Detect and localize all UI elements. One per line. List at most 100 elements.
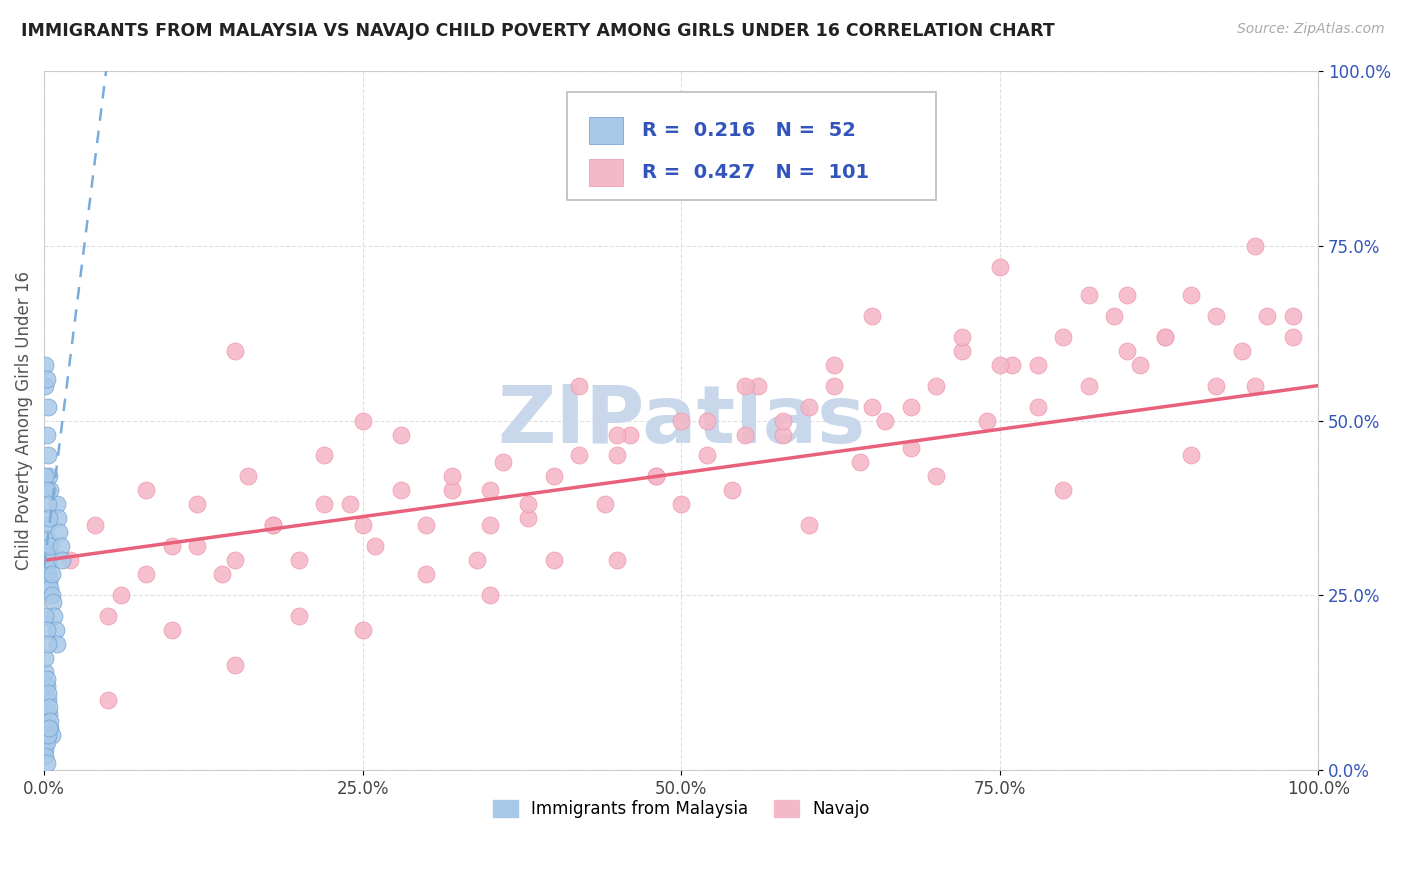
Text: IMMIGRANTS FROM MALAYSIA VS NAVAJO CHILD POVERTY AMONG GIRLS UNDER 16 CORRELATIO: IMMIGRANTS FROM MALAYSIA VS NAVAJO CHILD…	[21, 22, 1054, 40]
Point	[517, 511, 540, 525]
Point	[45, 497, 67, 511]
Point	[35, 672, 58, 686]
Point	[734, 378, 756, 392]
Point	[51, 553, 73, 567]
Point	[543, 469, 565, 483]
Point	[669, 497, 692, 511]
Point	[84, 518, 107, 533]
Point	[860, 400, 883, 414]
Point	[492, 455, 515, 469]
Point	[135, 483, 157, 498]
Point	[97, 609, 120, 624]
Point	[440, 469, 463, 483]
Point	[35, 560, 58, 574]
Point	[1116, 343, 1139, 358]
Point	[37, 637, 59, 651]
Point	[1180, 287, 1202, 301]
Point	[37, 567, 59, 582]
Point	[1026, 358, 1049, 372]
Point	[224, 343, 246, 358]
Point	[619, 427, 641, 442]
Text: ZIPatlas: ZIPatlas	[498, 382, 865, 459]
Point	[950, 329, 973, 343]
Point	[34, 665, 56, 680]
Point	[352, 518, 374, 533]
Point	[35, 624, 58, 638]
Point	[465, 553, 488, 567]
Point	[39, 581, 62, 595]
Point	[644, 469, 666, 483]
Point	[976, 413, 998, 427]
Point	[97, 693, 120, 707]
Point	[236, 469, 259, 483]
Point	[34, 749, 56, 764]
Point	[479, 588, 502, 602]
Point	[772, 427, 794, 442]
Point	[46, 511, 69, 525]
Point	[37, 533, 59, 547]
Point	[696, 413, 718, 427]
Point	[606, 553, 628, 567]
Point	[900, 400, 922, 414]
Point	[517, 497, 540, 511]
Point	[696, 449, 718, 463]
Point	[1104, 309, 1126, 323]
Y-axis label: Child Poverty Among Girls Under 16: Child Poverty Among Girls Under 16	[15, 271, 32, 570]
Point	[1052, 483, 1074, 498]
Point	[42, 595, 65, 609]
Point	[860, 309, 883, 323]
Point	[34, 742, 56, 756]
Point	[873, 413, 896, 427]
Point	[34, 546, 56, 560]
Point	[35, 427, 58, 442]
Point	[49, 539, 72, 553]
Point	[1129, 358, 1152, 372]
Point	[747, 378, 769, 392]
Point	[1243, 378, 1265, 392]
Point	[35, 518, 58, 533]
Point	[34, 651, 56, 665]
Point	[352, 413, 374, 427]
Point	[1180, 449, 1202, 463]
FancyBboxPatch shape	[567, 92, 936, 201]
Point	[1205, 309, 1227, 323]
Point	[38, 700, 60, 714]
Point	[479, 518, 502, 533]
Point	[925, 469, 948, 483]
Point	[1077, 287, 1099, 301]
Point	[37, 497, 59, 511]
Point	[288, 553, 311, 567]
Point	[1077, 378, 1099, 392]
Point	[39, 721, 62, 735]
Point	[38, 721, 60, 735]
Point	[389, 483, 412, 498]
Point	[415, 518, 437, 533]
Text: R =  0.427   N =  101: R = 0.427 N = 101	[643, 163, 869, 182]
Point	[34, 609, 56, 624]
Point	[389, 427, 412, 442]
Point	[479, 483, 502, 498]
Point	[45, 637, 67, 651]
Point	[1205, 378, 1227, 392]
Point	[364, 539, 387, 553]
Point	[339, 497, 361, 511]
Point	[288, 609, 311, 624]
Point	[1154, 329, 1177, 343]
Point	[45, 624, 67, 638]
Point	[1281, 309, 1303, 323]
Legend: Immigrants from Malaysia, Navajo: Immigrants from Malaysia, Navajo	[486, 793, 876, 824]
Point	[606, 449, 628, 463]
Text: Source: ZipAtlas.com: Source: ZipAtlas.com	[1237, 22, 1385, 37]
Point	[1256, 309, 1278, 323]
Point	[35, 679, 58, 693]
Point	[314, 449, 336, 463]
Point	[772, 413, 794, 427]
Point	[41, 567, 63, 582]
Point	[440, 483, 463, 498]
Point	[39, 539, 62, 553]
Point	[34, 358, 56, 372]
Point	[900, 442, 922, 456]
Point	[262, 518, 284, 533]
Point	[58, 553, 80, 567]
Point	[38, 511, 60, 525]
